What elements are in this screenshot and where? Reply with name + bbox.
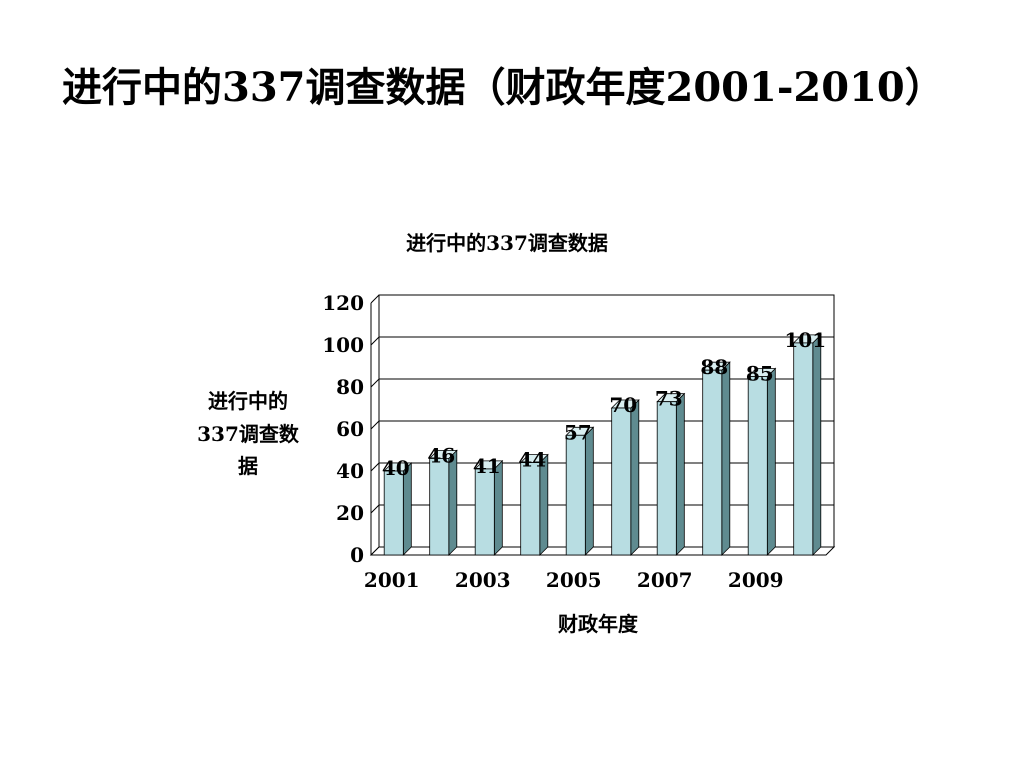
- bar-side: [812, 333, 822, 556]
- bar: [520, 462, 541, 556]
- data-label: 57: [564, 420, 592, 444]
- y-tick-label: 0: [350, 543, 364, 567]
- bar: [747, 376, 768, 556]
- gridline-depth: [370, 504, 380, 514]
- chart-title: 进行中的337调查数据: [406, 231, 608, 255]
- data-label: 41: [473, 454, 501, 478]
- slide-title: 进行中的337调查数据（财政年度2001-2010）: [62, 64, 945, 111]
- bar-side: [675, 392, 685, 556]
- bar: [656, 401, 677, 556]
- data-label: 73: [655, 387, 683, 411]
- bar-side: [766, 367, 776, 556]
- bar: [702, 369, 723, 556]
- y-tick-label: 20: [336, 501, 364, 525]
- data-label: 46: [427, 443, 455, 467]
- x-tick-label: 2009: [728, 568, 784, 592]
- y-axis-label-line-1: 进行中的: [208, 389, 288, 413]
- gridline-depth: [370, 294, 380, 304]
- y-tick-label: 60: [336, 417, 364, 441]
- bar-side: [721, 361, 731, 556]
- data-label: 44: [518, 448, 546, 472]
- y-axis-label-line-3: 据: [238, 454, 258, 478]
- data-label: 88: [700, 355, 728, 379]
- bar: [611, 407, 632, 556]
- y-tick-label: 40: [336, 459, 364, 483]
- bar: [565, 434, 586, 556]
- y-tick-label: 100: [322, 333, 364, 357]
- bar: [474, 468, 495, 556]
- x-tick-label: 2005: [546, 568, 602, 592]
- y-tick-label: 80: [336, 375, 364, 399]
- y-axis-label-line-2: 337调查数: [197, 422, 300, 446]
- data-label: 85: [746, 362, 774, 386]
- bar: [383, 470, 404, 556]
- gridline-depth: [370, 378, 380, 388]
- gridline-depth: [370, 462, 380, 472]
- bar: [793, 342, 814, 556]
- plot-area: 0 20 40 60 80 100 120 40 46 41 44 57 70 73 88 85 101 2001…: [322, 291, 836, 592]
- gridline-depth: [370, 420, 380, 430]
- bar-side: [584, 426, 594, 556]
- x-tick-label: 2007: [637, 568, 693, 592]
- bar-side: [630, 399, 640, 556]
- data-label: 101: [784, 328, 826, 352]
- x-tick-label: 2003: [455, 568, 511, 592]
- bar: [429, 457, 450, 556]
- x-tick-label: 2001: [364, 568, 420, 592]
- x-axis-label: 财政年度: [558, 612, 639, 636]
- data-label: 40: [382, 456, 410, 480]
- data-label: 70: [609, 393, 637, 417]
- gridline-depth: [370, 336, 380, 346]
- y-tick-label: 120: [322, 291, 364, 315]
